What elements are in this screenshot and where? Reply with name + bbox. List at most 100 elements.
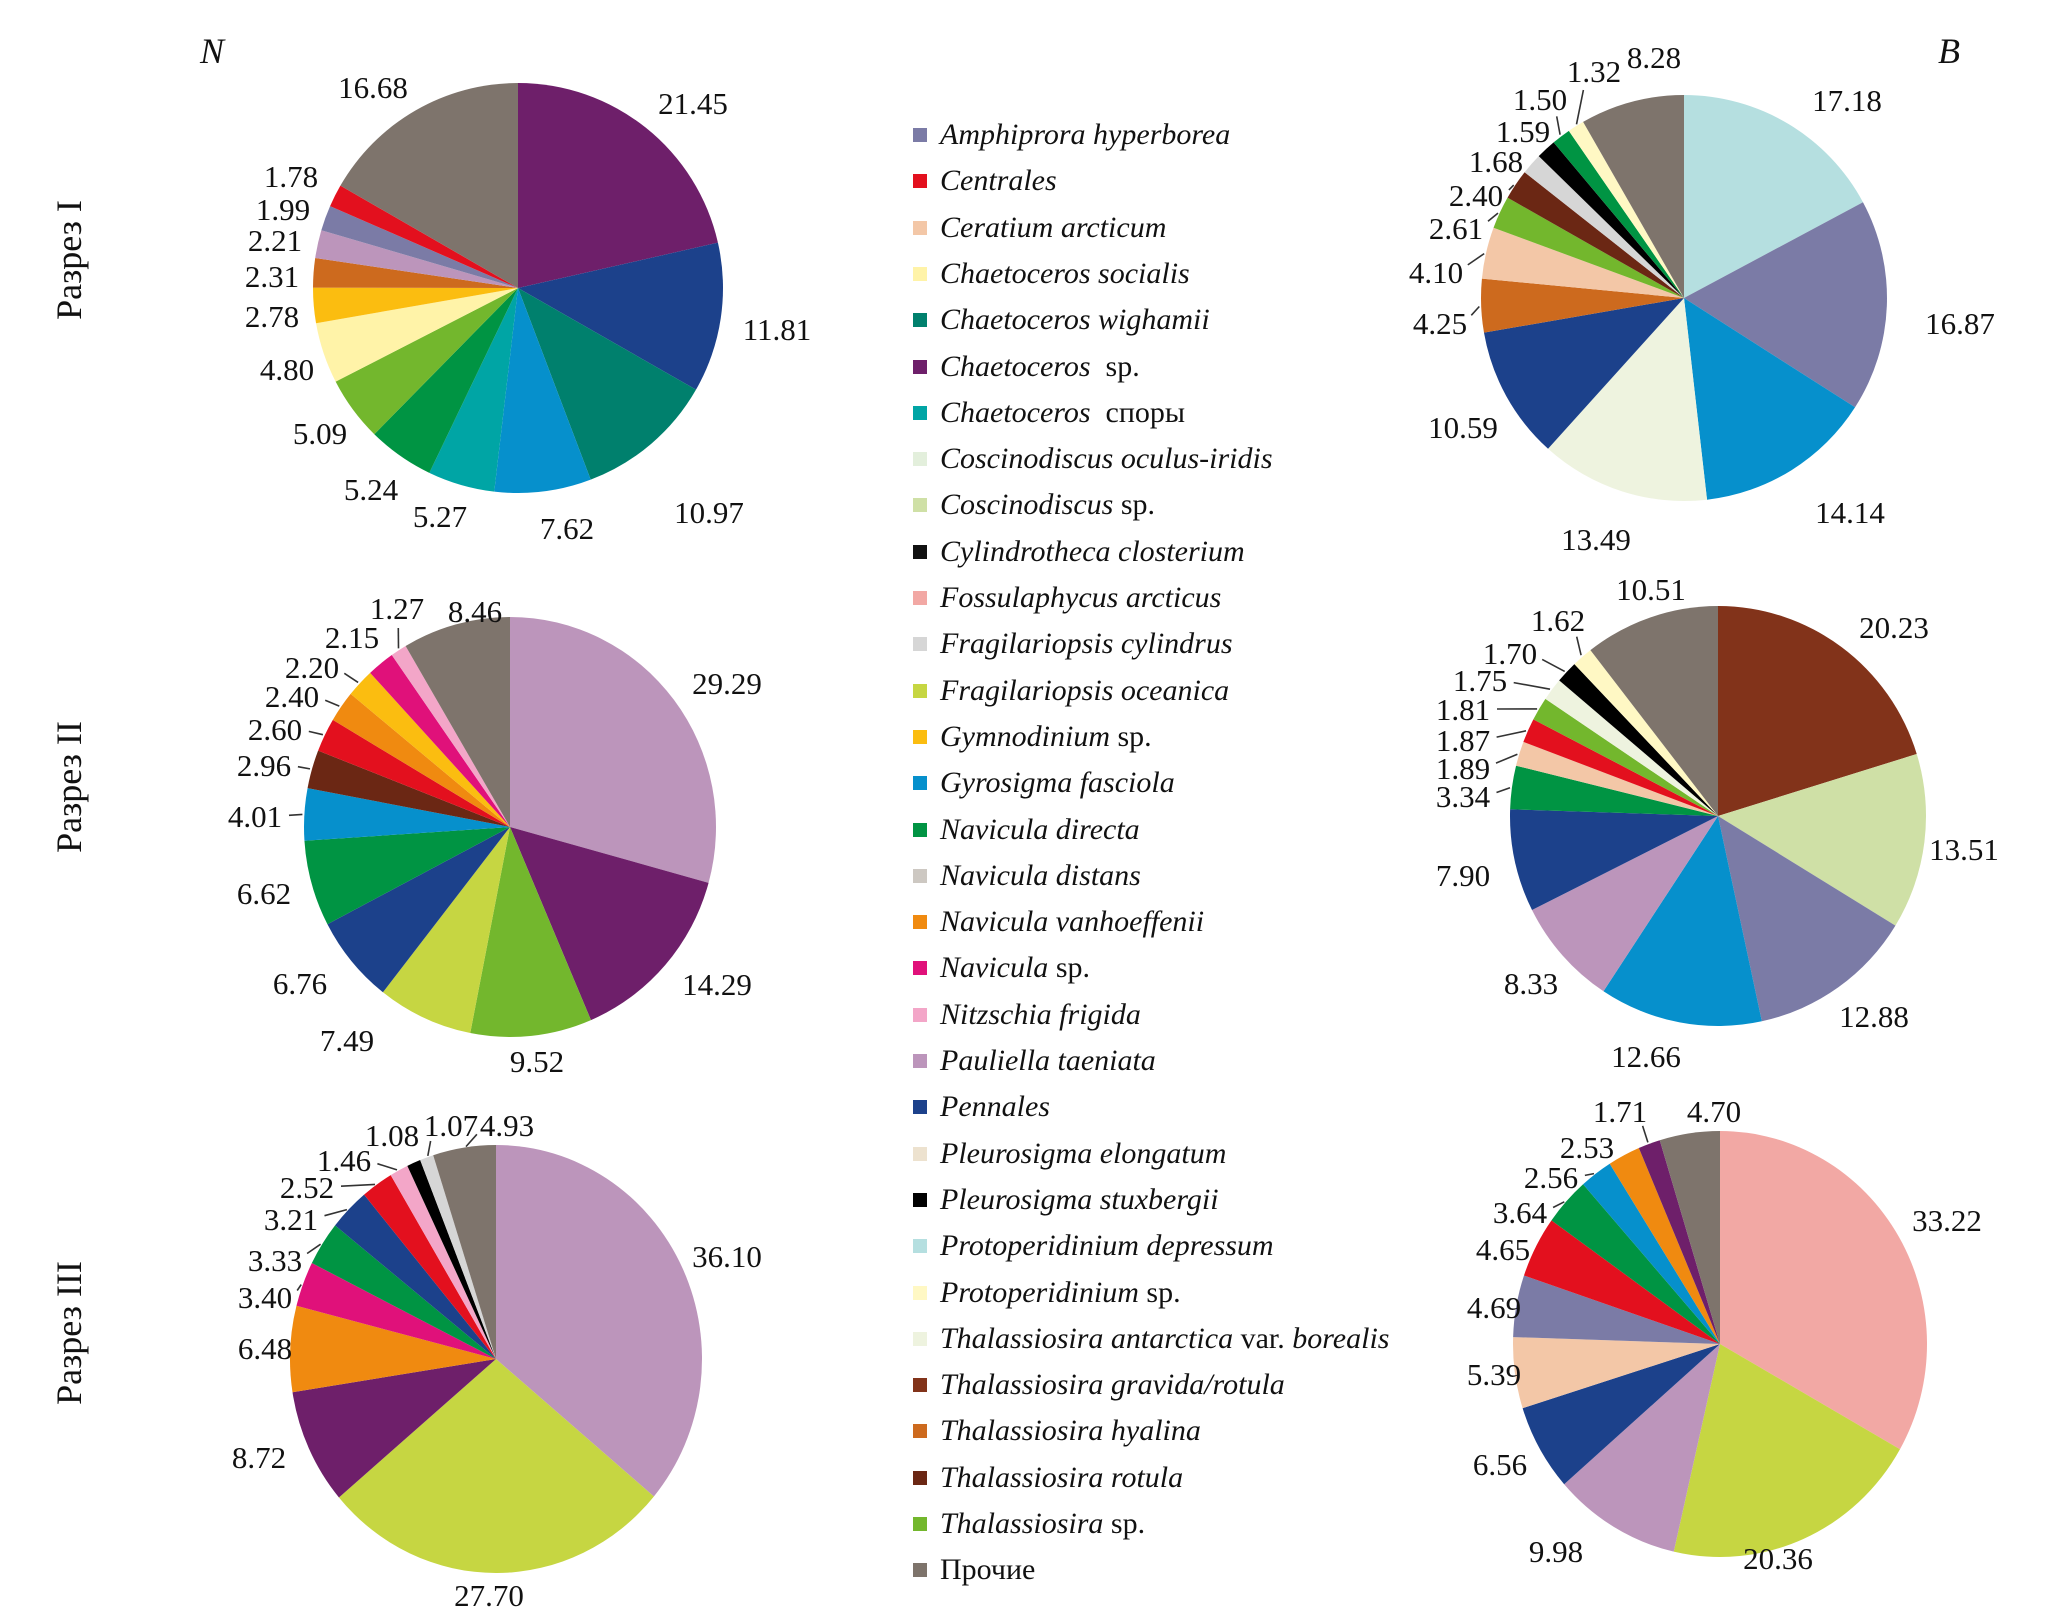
legend-label: Nitzschia frigida: [940, 997, 1141, 1031]
legend-label: Coscinodiscus oculus-iridis: [940, 442, 1273, 476]
pie-slice-pleuro-stux: [407, 1160, 496, 1359]
pie-data-label: 13.49: [1561, 522, 1631, 557]
label-leader-line: [306, 1243, 322, 1255]
label-leader-line: [297, 765, 311, 770]
pie-slice-other: [1659, 1131, 1720, 1344]
legend-swatch: [913, 1470, 927, 1485]
pie-slice-nav-directa: [311, 1225, 496, 1359]
legend-item-nav-vanh: Navicula vanhoeffenii: [913, 905, 1204, 939]
label-leader-line: [1496, 730, 1527, 738]
legend-item-pleuro-stux: Pleurosigma stuxbergii: [913, 1183, 1219, 1217]
legend-label: Прочие: [940, 1553, 1036, 1587]
label-leader-line: [1495, 753, 1518, 764]
pie-data-label: 4.01: [228, 799, 282, 834]
pie-b-i: 17.18 16.87 14.14 13.49 10.59 4.25 4.10 2.612.4…: [1409, 40, 1995, 557]
pie-slice-gyrosigma: [1583, 1163, 1720, 1344]
legend-swatch: [913, 1146, 927, 1161]
pie-data-label: 6.62: [237, 876, 291, 911]
legend-swatch: [913, 683, 927, 698]
pie-slice-pennales: [1510, 809, 1718, 911]
pie-data-label: 11.81: [743, 312, 812, 347]
pie-slice-gyrosigma: [1684, 298, 1856, 500]
label-leader-line: [1508, 184, 1515, 191]
legend-label: Ceratium arcticum: [940, 210, 1167, 244]
pie-data-label: 1.89: [1436, 751, 1490, 786]
header-b: B: [1938, 31, 1960, 71]
pie-n-ii: 29.2914.299.527.496.766.624.012.962.602.…: [228, 591, 762, 1079]
pie-slice-pennales: [518, 242, 724, 390]
pie-slice-thal-gravida: [1718, 606, 1917, 816]
pie-data-label: 21.45: [658, 86, 728, 121]
pie-slice-cosc-sp: [1718, 754, 1927, 926]
pie-data-label: 1.59: [1496, 114, 1550, 149]
pie-slice-pleuro-stux: [1538, 142, 1684, 298]
pie-slice-nav-directa: [374, 288, 518, 473]
pie-data-label: 1.78: [264, 159, 318, 194]
pie-slice-frag-oce: [338, 1359, 654, 1573]
legend-swatch: [913, 174, 927, 189]
pie-data-label: 2.61: [1429, 211, 1483, 246]
pie-data-label: 1.07: [424, 1108, 478, 1143]
pie-slice-centrales: [330, 185, 518, 288]
legend-item-thal-hyalina: Thalassiosira hyalina: [913, 1414, 1201, 1448]
legend-swatch: [913, 822, 927, 837]
pie-data-label: 29.29: [692, 666, 762, 701]
pie-data-label: 3.40: [238, 1280, 292, 1315]
pie-slice-thal-sp: [470, 827, 591, 1038]
pie-slice-frag-oce: [382, 827, 510, 1034]
label-leader-line: [377, 1162, 398, 1171]
pie-slice-nav-directa: [1510, 765, 1718, 816]
pie-slice-chaet-wighamii: [518, 288, 697, 480]
pie-data-label: 12.88: [1839, 999, 1909, 1034]
legend-swatch: [913, 591, 927, 605]
pie-slice-pauliella: [315, 230, 518, 288]
legend-item-thal-antarctica: Thalassiosira antarctica var. borealis: [913, 1322, 1389, 1356]
pie-data-label: 3.21: [264, 1202, 318, 1237]
legend-label: Thalassiosira antarctica var. borealis: [940, 1321, 1390, 1355]
legend-swatch: [913, 776, 927, 791]
label-leader-line: [1641, 1125, 1649, 1143]
pie-slice-amphiprora: [1513, 1275, 1720, 1344]
pie-data-label: 2.21: [248, 223, 302, 258]
legend-item-fossulaphycus: Fossulaphycus arcticus: [913, 581, 1221, 615]
pie-data-label: 1.68: [1469, 144, 1523, 179]
pie-slice-nav-vanh: [1609, 1148, 1720, 1344]
label-leader-line: [1575, 636, 1582, 656]
pie-data-label: 1.87: [1436, 723, 1490, 758]
legend-swatch: [913, 313, 927, 328]
pie-data-label: 1.62: [1531, 603, 1585, 638]
legend-swatch: [913, 266, 927, 281]
pie-data-label: 2.78: [245, 299, 299, 334]
pie-slice-nav-vanh: [332, 693, 510, 827]
legend-swatch: [913, 544, 927, 559]
legend-item-nav-directa: Navicula directa: [913, 813, 1140, 847]
pie-slice-proto-sp: [1568, 121, 1684, 298]
legend-item-chaet-spores: Chaetoceros споры: [913, 396, 1185, 430]
pie-data-label: 27.70: [454, 1578, 524, 1613]
legend-swatch: [913, 868, 927, 883]
pie-slice-ceratium: [1516, 741, 1718, 816]
pie-slice-gyrosigma: [494, 288, 591, 494]
legend-label: Protoperidinium sp.: [940, 1275, 1181, 1309]
legend-item-proto-sp: Protoperidinium sp.: [913, 1276, 1181, 1310]
label-leader-line: [1467, 252, 1485, 266]
pie-data-label: 1.99: [256, 192, 310, 227]
pie-data-label: 2.53: [1560, 1130, 1614, 1165]
pie-slice-chaet-sp: [1638, 1140, 1720, 1344]
pie-data-label: 6.76: [273, 966, 327, 1001]
pie-data-label: 2.40: [265, 679, 319, 714]
pie-data-label: 4.70: [1687, 1094, 1741, 1129]
legend-label: Fragilariopsis cylindrus: [940, 627, 1233, 661]
legend-label: Thalassiosira sp.: [940, 1507, 1146, 1540]
legend-swatch: [913, 1192, 927, 1207]
pie-slice-other: [1590, 606, 1718, 816]
legend-label: Thalassiosira rotula: [940, 1460, 1184, 1494]
legend-swatch: [913, 1054, 927, 1068]
legend-label: Coscinodiscus sp.: [940, 488, 1156, 522]
label-leader-line: [1487, 212, 1499, 222]
pie-data-label: 5.39: [1467, 1357, 1521, 1392]
pie-slice-amphiprora: [1718, 816, 1896, 1022]
legend-item-frag-cyl: Fragilariopsis cylindrus: [913, 627, 1233, 661]
pie-data-label: 8.28: [1627, 40, 1681, 75]
